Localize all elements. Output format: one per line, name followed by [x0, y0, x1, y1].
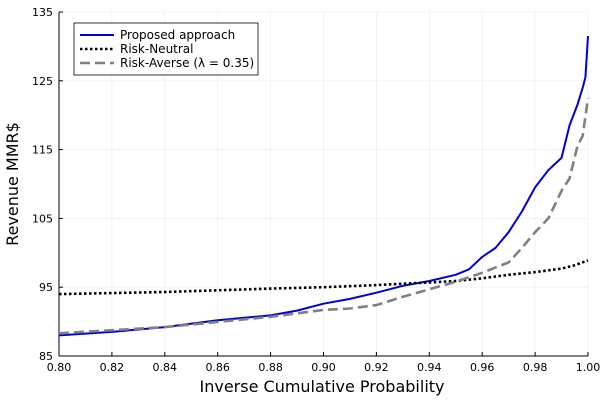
y-tick-label: 85	[39, 350, 53, 363]
legend: Proposed approachRisk-NeutralRisk-Averse…	[73, 22, 259, 76]
y-tick-label: 125	[32, 75, 53, 88]
x-tick-label: 0.98	[523, 361, 548, 374]
x-tick-label: 0.86	[205, 361, 230, 374]
y-axis-label: Revenue MMR$	[3, 122, 22, 246]
y-tick-label: 95	[39, 281, 53, 294]
x-tick-label: 1.00	[576, 361, 600, 374]
x-tick-label: 0.92	[364, 361, 389, 374]
y-tick-label: 135	[32, 6, 53, 19]
series-line-1	[58, 36, 589, 337]
x-tick-label: 0.96	[470, 361, 495, 374]
x-tick-label: 0.88	[258, 361, 283, 374]
y-tick-label: 115	[32, 144, 53, 157]
legend-label-3: Risk-Averse (λ = 0.35)	[120, 56, 254, 70]
x-tick-label: 0.82	[100, 361, 125, 374]
x-tick-label: 0.94	[417, 361, 442, 374]
series-line-3	[58, 97, 590, 335]
tick-labels: 0.80 0.82 0.84 0.86 0.88 0.90 0.92 0.94 0.96 0.98…	[32, 6, 600, 374]
legend-box	[73, 22, 259, 76]
x-tick-label: 0.80	[47, 361, 72, 374]
x-tick-label: 0.84	[153, 361, 178, 374]
x-axis-label: Inverse Cumulative Probability	[200, 377, 445, 396]
x-tick-label: 0.90	[311, 361, 336, 374]
legend-label-2: Risk-Neutral	[120, 42, 194, 56]
axes	[58, 11, 589, 357]
series-line-2	[58, 259, 589, 296]
legend-label-1: Proposed approach	[120, 28, 235, 42]
y-tick-label: 105	[32, 212, 53, 225]
series-lines	[58, 36, 590, 337]
